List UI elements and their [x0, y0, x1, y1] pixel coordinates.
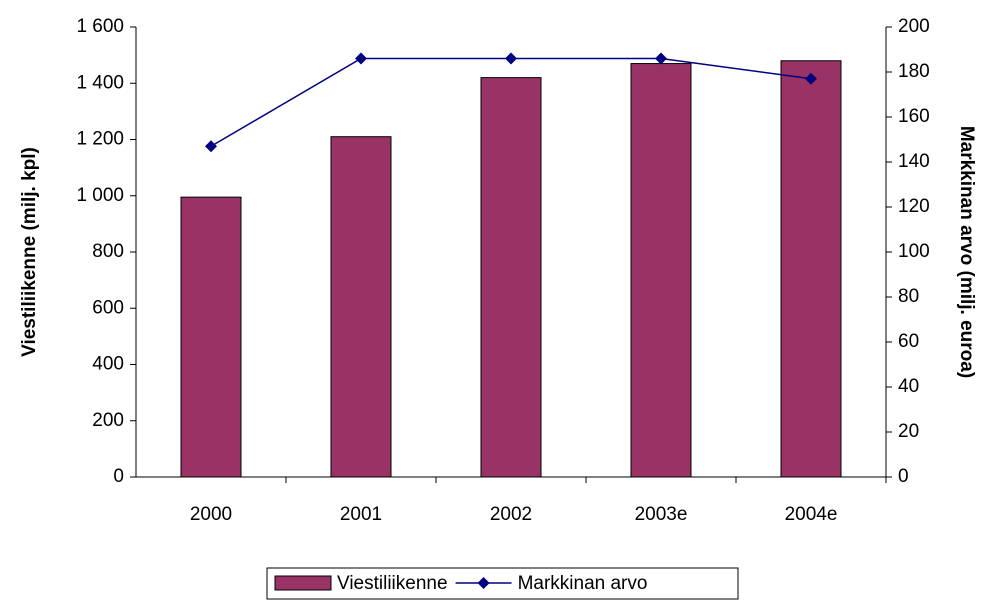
bar	[330, 136, 392, 478]
y-tick-label: 1 400	[76, 72, 124, 93]
bar	[630, 63, 692, 478]
x-tick-label: 2002	[490, 504, 532, 525]
y-tick-label: 800	[92, 241, 124, 262]
marker	[205, 140, 217, 153]
y-tick-label: 1 000	[76, 185, 124, 206]
y-tick-label: 1 200	[76, 129, 124, 150]
bar	[780, 60, 842, 478]
y2-tick-label: 140	[898, 151, 930, 172]
marker	[805, 72, 817, 85]
y2-tick-label: 180	[898, 61, 930, 82]
marker	[355, 52, 367, 65]
y-tick-label: 600	[92, 297, 124, 318]
bar	[480, 77, 542, 478]
marker	[655, 52, 667, 65]
bar	[180, 196, 242, 478]
y-axis-label: Viestiliikenne (milj. kpl)	[19, 147, 40, 357]
legend-label: Viestiliikenne	[337, 573, 448, 594]
y2-tick-label: 120	[898, 196, 930, 217]
y2-tick-label: 20	[898, 421, 919, 442]
y-tick-label: 400	[92, 354, 124, 375]
y2-tick-label: 160	[898, 106, 930, 127]
y2-tick-label: 0	[898, 466, 909, 487]
x-tick-label: 2001	[340, 504, 382, 525]
legend-swatch	[274, 575, 332, 591]
y2-tick-label: 80	[898, 286, 919, 307]
y-tick-label: 200	[92, 410, 124, 431]
marker	[505, 52, 517, 65]
legend-label: Markkinan arvo	[518, 573, 648, 594]
y-tick-label: 0	[113, 466, 124, 487]
y-tick-label: 1 600	[76, 16, 124, 37]
legend-marker	[477, 577, 490, 589]
y2-tick-label: 60	[898, 331, 919, 352]
x-tick-label: 2000	[190, 504, 232, 525]
y2-tick-label: 40	[898, 376, 919, 397]
x-tick-label: 2003e	[635, 504, 688, 525]
y2-axis-label: Markkinan arvo (milj. euroa)	[956, 126, 977, 378]
y2-tick-label: 100	[898, 241, 930, 262]
x-tick-label: 2004e	[785, 504, 838, 525]
y2-tick-label: 200	[898, 16, 930, 37]
